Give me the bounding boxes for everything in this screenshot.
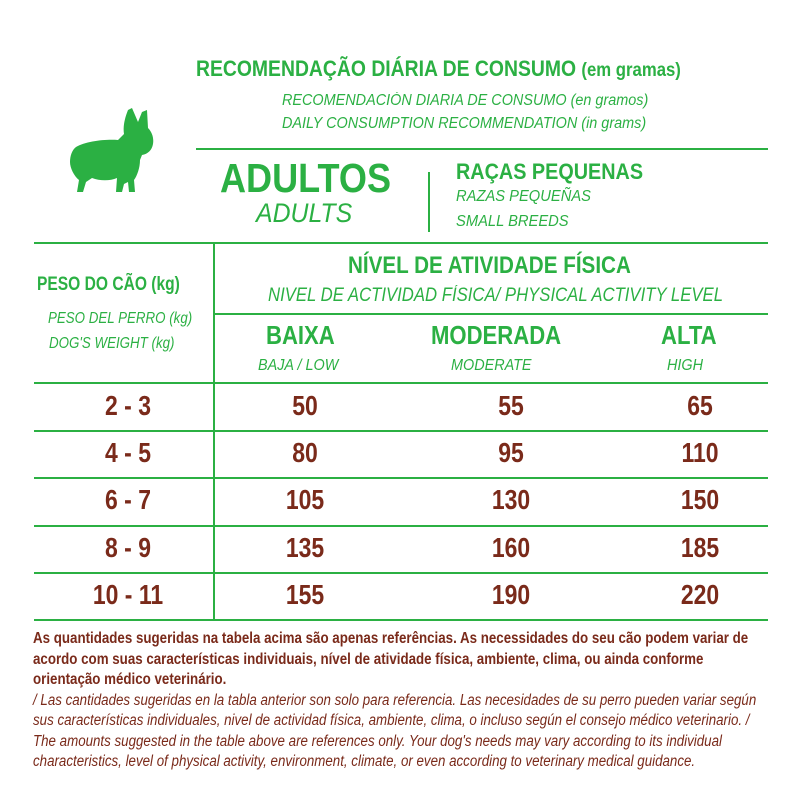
value-cell-high: 185	[680, 532, 720, 563]
value-cell-low: 50	[292, 390, 318, 421]
breed-pt: RAÇAS PEQUENAS	[456, 159, 644, 184]
value-cell-high: 220	[680, 579, 720, 610]
activity-header-es-en: NIVEL DE ACTIVIDAD FÍSICA/ PHYSICAL ACTI…	[268, 285, 724, 306]
breed-es: RAZAS PEQUEÑAS	[456, 188, 591, 205]
footnote-pt: As quantidades sugeridas na tabela acima…	[33, 630, 749, 688]
table-bottom-line	[34, 619, 768, 621]
title-pt: RECOMENDAÇÃO DIÁRIA DE CONSUMO	[196, 56, 577, 81]
value-cell-moderate: 190	[491, 579, 531, 610]
table-top-line	[34, 242, 768, 244]
title-es: RECOMENDACIÓN DIARIA DE CONSUMO (en gram…	[282, 92, 649, 109]
row-line	[34, 477, 768, 479]
title-unit: (em gramas)	[581, 60, 681, 81]
weight-header-en: DOG'S WEIGHT (kg)	[49, 335, 175, 352]
value-cell-moderate: 95	[498, 437, 524, 468]
level-high-title: ALTA	[661, 320, 717, 350]
french-bulldog-icon	[70, 108, 154, 192]
activity-header-pt: NÍVEL DE ATIVIDADE FÍSICA	[348, 252, 631, 279]
breed-en: SMALL BREEDS	[456, 213, 569, 230]
level-high-sub: HIGH	[667, 357, 703, 374]
value-cell-low: 105	[285, 484, 325, 515]
level-moderate-title: MODERADA	[431, 320, 562, 350]
weight-header-es: PESO DEL PERRO (kg)	[48, 310, 193, 327]
row-line	[34, 430, 768, 432]
activity-header-line	[215, 313, 768, 315]
footnote-es-en: / Las cantidades sugeridas en la tabla a…	[33, 691, 757, 771]
row-line	[34, 525, 768, 527]
weight-cell: 4 - 5	[105, 437, 151, 468]
footnote: As quantidades sugeridas na tabela acima…	[33, 629, 773, 773]
value-cell-high: 110	[681, 437, 719, 468]
value-cell-low: 80	[292, 437, 318, 468]
stage-divider	[428, 172, 430, 232]
title-main: RECOMENDAÇÃO DIÁRIA DE CONSUMO (em grama…	[196, 56, 681, 82]
level-low-sub: BAJA / LOW	[258, 357, 339, 374]
value-cell-low: 135	[285, 532, 325, 563]
divider-line	[196, 148, 768, 150]
header-bottom-line	[34, 382, 768, 384]
value-cell-moderate: 160	[491, 532, 531, 563]
level-low-title: BAIXA	[266, 320, 335, 350]
stage-en: ADULTS	[256, 198, 353, 228]
value-cell-moderate: 130	[491, 484, 531, 515]
weight-cell: 6 - 7	[105, 484, 151, 515]
stage-pt: ADULTOS	[220, 155, 392, 201]
weight-header-pt: PESO DO CÃO (kg)	[37, 274, 180, 295]
weight-cell: 2 - 3	[105, 390, 151, 421]
row-line	[34, 572, 768, 574]
value-cell-high: 150	[680, 484, 720, 515]
value-cell-high: 65	[687, 390, 713, 421]
title-en: DAILY CONSUMPTION RECOMMENDATION (in gra…	[282, 115, 647, 132]
weight-cell: 8 - 9	[105, 532, 151, 563]
value-cell-moderate: 55	[498, 390, 524, 421]
weight-cell: 10 - 11	[92, 579, 164, 610]
level-moderate-sub: MODERATE	[451, 357, 532, 374]
value-cell-low: 155	[285, 579, 325, 610]
